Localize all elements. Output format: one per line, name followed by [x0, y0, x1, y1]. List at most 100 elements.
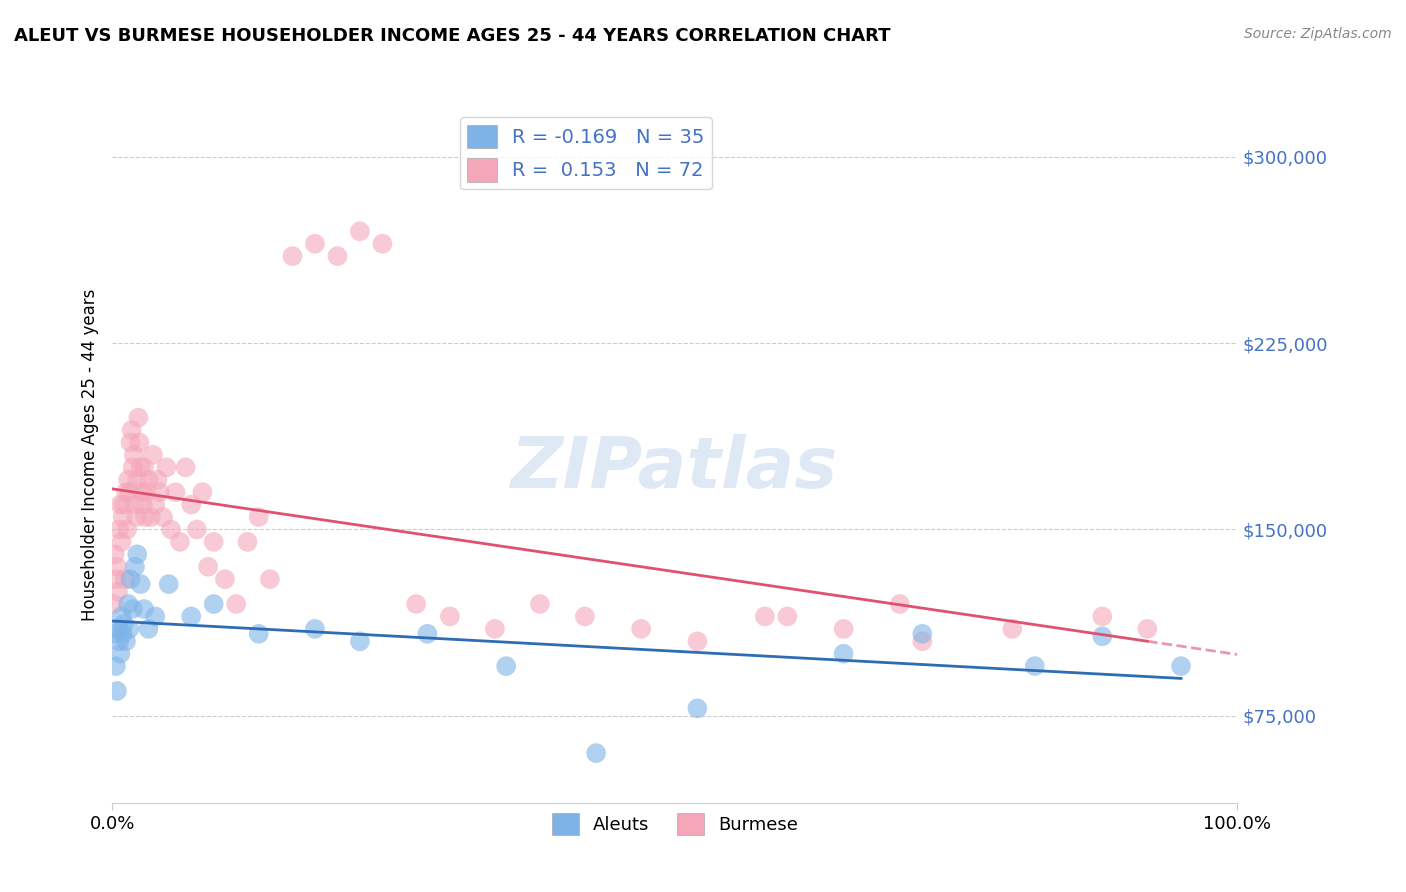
- Point: [686, 634, 709, 648]
- Point: [202, 534, 225, 549]
- Point: [110, 534, 132, 549]
- Point: [1091, 609, 1114, 624]
- Point: [439, 609, 461, 624]
- Point: [115, 634, 138, 648]
- Point: [128, 435, 150, 450]
- Point: [104, 659, 127, 673]
- Point: [165, 485, 187, 500]
- Point: [197, 559, 219, 574]
- Point: [108, 634, 131, 648]
- Point: [118, 485, 141, 500]
- Point: [124, 498, 146, 512]
- Point: [180, 609, 202, 624]
- Point: [111, 627, 134, 641]
- Text: ZIPatlas: ZIPatlas: [512, 434, 838, 503]
- Point: [326, 249, 349, 263]
- Point: [110, 498, 132, 512]
- Point: [529, 597, 551, 611]
- Point: [125, 510, 148, 524]
- Point: [180, 498, 202, 512]
- Point: [129, 577, 152, 591]
- Point: [349, 224, 371, 238]
- Point: [247, 510, 270, 524]
- Point: [1091, 629, 1114, 643]
- Point: [281, 249, 304, 263]
- Point: [202, 597, 225, 611]
- Point: [155, 460, 177, 475]
- Point: [115, 485, 138, 500]
- Point: [754, 609, 776, 624]
- Point: [304, 622, 326, 636]
- Point: [132, 602, 155, 616]
- Point: [259, 572, 281, 586]
- Point: [1001, 622, 1024, 636]
- Point: [105, 559, 128, 574]
- Point: [118, 622, 141, 636]
- Point: [157, 577, 180, 591]
- Point: [225, 597, 247, 611]
- Point: [160, 523, 183, 537]
- Point: [127, 410, 149, 425]
- Point: [105, 684, 128, 698]
- Point: [127, 547, 149, 561]
- Point: [143, 498, 166, 512]
- Point: [304, 236, 326, 251]
- Point: [107, 622, 129, 636]
- Point: [134, 510, 156, 524]
- Point: [112, 498, 135, 512]
- Point: [574, 609, 596, 624]
- Point: [236, 534, 259, 549]
- Point: [112, 616, 135, 631]
- Point: [143, 609, 166, 624]
- Point: [117, 473, 139, 487]
- Point: [214, 572, 236, 586]
- Point: [117, 597, 139, 611]
- Point: [142, 448, 165, 462]
- Point: [111, 510, 134, 524]
- Point: [104, 572, 127, 586]
- Point: [108, 523, 131, 537]
- Point: [132, 460, 155, 475]
- Legend: Aleuts, Burmese: Aleuts, Burmese: [544, 806, 806, 842]
- Point: [107, 584, 129, 599]
- Point: [630, 622, 652, 636]
- Point: [120, 435, 142, 450]
- Point: [110, 609, 132, 624]
- Point: [127, 473, 149, 487]
- Point: [191, 485, 214, 500]
- Point: [1136, 622, 1159, 636]
- Point: [686, 701, 709, 715]
- Point: [122, 448, 145, 462]
- Point: [115, 523, 138, 537]
- Point: [1170, 659, 1192, 673]
- Point: [186, 523, 208, 537]
- Point: [121, 460, 143, 475]
- Point: [104, 627, 127, 641]
- Point: [889, 597, 911, 611]
- Point: [146, 473, 169, 487]
- Point: [174, 460, 197, 475]
- Point: [104, 547, 127, 561]
- Point: [371, 236, 394, 251]
- Point: [911, 634, 934, 648]
- Point: [1024, 659, 1046, 673]
- Point: [139, 510, 162, 524]
- Point: [495, 659, 517, 673]
- Text: ALEUT VS BURMESE HOUSEHOLDER INCOME AGES 25 - 44 YEARS CORRELATION CHART: ALEUT VS BURMESE HOUSEHOLDER INCOME AGES…: [14, 27, 890, 45]
- Point: [405, 597, 427, 611]
- Point: [124, 559, 146, 574]
- Point: [247, 627, 270, 641]
- Point: [776, 609, 799, 624]
- Point: [120, 572, 142, 586]
- Point: [114, 572, 136, 586]
- Point: [149, 485, 172, 500]
- Text: Source: ZipAtlas.com: Source: ZipAtlas.com: [1244, 27, 1392, 41]
- Point: [129, 460, 152, 475]
- Point: [349, 634, 371, 648]
- Point: [121, 602, 143, 616]
- Point: [110, 647, 132, 661]
- Point: [585, 746, 607, 760]
- Point: [484, 622, 506, 636]
- Point: [911, 627, 934, 641]
- Point: [138, 473, 160, 487]
